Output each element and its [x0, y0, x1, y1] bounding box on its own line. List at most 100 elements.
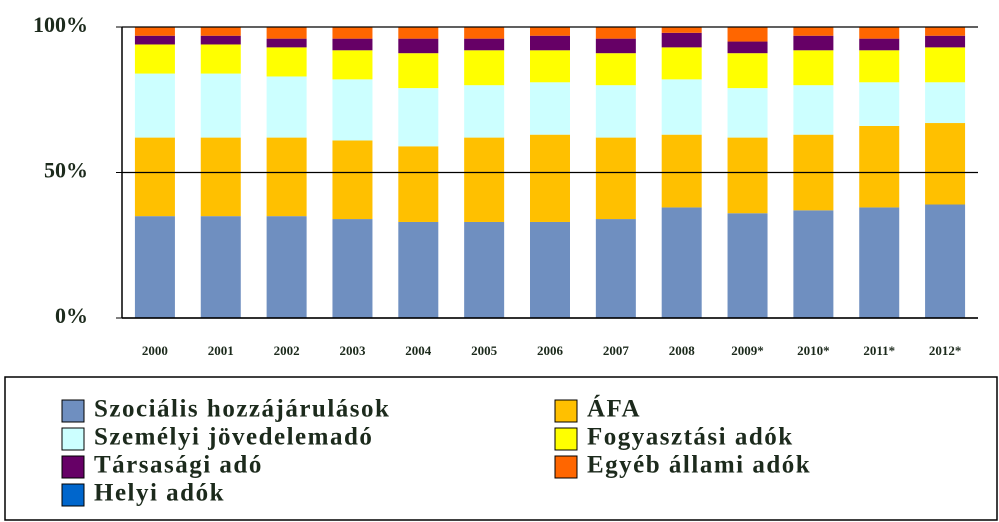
bar-segment — [200, 216, 241, 318]
bar-segment — [134, 73, 175, 138]
bar-segment — [266, 216, 307, 318]
x-tick-label: 2010* — [797, 343, 830, 358]
bar-segment — [595, 85, 636, 138]
x-tick-label: 2009* — [731, 343, 764, 358]
legend-swatch — [554, 399, 578, 423]
bar-segment — [398, 38, 439, 54]
bar-segment — [134, 44, 175, 74]
x-tick-label: 2007 — [603, 343, 630, 358]
bar-segment — [595, 38, 636, 54]
bar-segment — [859, 207, 900, 318]
bar-segment — [925, 47, 966, 83]
bar-segment — [266, 27, 307, 39]
x-tick-label: 2006 — [537, 343, 564, 358]
bar-segment — [464, 221, 505, 318]
bar-segment — [661, 32, 702, 48]
bar-segment — [200, 44, 241, 74]
bar-segment — [793, 85, 834, 135]
bar-segment — [530, 50, 570, 83]
bar-segment — [464, 137, 505, 222]
bar-segment — [266, 76, 307, 138]
x-tick-label: 2005 — [471, 343, 498, 358]
bar-segment — [793, 27, 834, 36]
bar-segment — [595, 137, 636, 220]
x-tick-label: 2001 — [208, 343, 234, 358]
legend-swatch — [61, 483, 85, 507]
bar-segment — [727, 27, 768, 42]
y-tick-label: 100% — [33, 12, 88, 37]
bar-segment — [332, 219, 373, 318]
legend-label: Társasági adó — [94, 452, 263, 479]
bar-segment — [859, 50, 900, 83]
bar-segment — [332, 27, 373, 39]
bar-segment — [398, 53, 439, 89]
bar-segment — [464, 85, 505, 138]
legend-swatch — [554, 455, 578, 479]
bar-segment — [793, 35, 834, 51]
bar-segment — [398, 27, 439, 39]
bar-segment — [661, 47, 702, 80]
bar-segment — [595, 219, 636, 318]
bar-segment — [200, 137, 241, 217]
bar-segment — [530, 221, 570, 318]
bar-segment — [859, 125, 900, 208]
bar-segment — [727, 53, 768, 89]
bar-segment — [398, 146, 439, 222]
bar-segment — [134, 35, 175, 45]
bar-segment — [661, 134, 702, 208]
x-tick-label: 2003 — [339, 343, 366, 358]
bar-segment — [332, 50, 373, 80]
legend-swatch — [61, 427, 85, 451]
legend-label: Fogyasztási adók — [587, 424, 794, 451]
bar-segment — [332, 38, 373, 51]
legend-label: ÁFA — [587, 395, 641, 423]
bar-segment — [464, 50, 505, 86]
bar-segment — [661, 207, 702, 318]
bar-segment — [200, 73, 241, 138]
bar-segment — [134, 216, 175, 318]
bar-segment — [200, 27, 241, 36]
bar-segment — [727, 88, 768, 138]
x-tick-label: 2012* — [929, 343, 962, 358]
bar-segment — [595, 27, 636, 39]
bar-segment — [925, 123, 966, 205]
legend-swatch — [61, 455, 85, 479]
bar-segment — [530, 134, 570, 222]
bar-segment — [925, 27, 966, 36]
bar-segment — [727, 41, 768, 54]
legend-label: Egyéb állami adók — [587, 452, 811, 479]
legend-swatch — [61, 399, 85, 423]
x-tick-label: 2011* — [863, 343, 895, 358]
bar-segment — [859, 38, 900, 51]
bar-segment — [530, 82, 570, 135]
legend-box — [4, 376, 998, 521]
bar-segment — [793, 50, 834, 86]
bar-segment — [530, 27, 570, 36]
x-tick-label: 2004 — [405, 343, 432, 358]
legend-label: Személyi jövedelemadó — [94, 424, 373, 451]
bar-segment — [661, 27, 702, 33]
bar-segment — [332, 79, 373, 141]
bar-segment — [793, 210, 834, 318]
x-tick-label: 2002 — [274, 343, 300, 358]
bar-segment — [925, 82, 966, 124]
bar-segment — [134, 137, 175, 217]
bar-segment — [266, 38, 307, 48]
bar-segment — [859, 27, 900, 39]
legend-label: Szociális hozzájárulások — [94, 396, 390, 423]
x-tick-label: 2008 — [669, 343, 696, 358]
y-tick-label: 0% — [55, 303, 88, 328]
bar-segment — [464, 38, 505, 51]
bar-segment — [464, 27, 505, 39]
bar-segment — [200, 35, 241, 45]
y-tick-label: 50% — [44, 158, 88, 183]
bar-segment — [595, 53, 636, 86]
bar-segment — [398, 88, 439, 147]
bar-segment — [134, 27, 175, 36]
bar-segment — [530, 35, 570, 51]
bar-segment — [332, 140, 373, 220]
bar-segment — [661, 79, 702, 135]
bar-segment — [398, 221, 439, 318]
legend-swatch — [554, 427, 578, 451]
legend-label: Helyi adók — [94, 480, 225, 507]
